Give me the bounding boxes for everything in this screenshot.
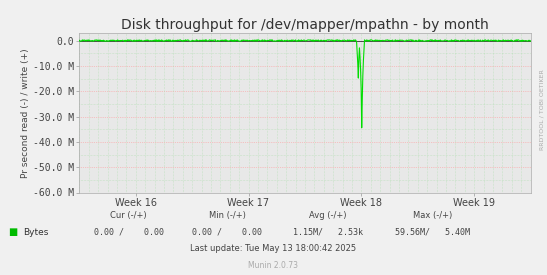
Text: Munin 2.0.73: Munin 2.0.73 bbox=[248, 261, 299, 270]
Text: 0.00 /    0.00: 0.00 / 0.00 bbox=[192, 228, 262, 237]
Text: 1.15M/   2.53k: 1.15M/ 2.53k bbox=[293, 228, 363, 237]
Text: Cur (-/+): Cur (-/+) bbox=[110, 211, 147, 220]
Text: ■: ■ bbox=[8, 227, 18, 237]
Text: Min (-/+): Min (-/+) bbox=[208, 211, 246, 220]
Text: 59.56M/   5.40M: 59.56M/ 5.40M bbox=[394, 228, 470, 237]
Title: Disk throughput for /dev/mapper/mpathn - by month: Disk throughput for /dev/mapper/mpathn -… bbox=[121, 18, 489, 32]
Y-axis label: Pr second read (-) / write (+): Pr second read (-) / write (+) bbox=[21, 48, 30, 178]
Text: Max (-/+): Max (-/+) bbox=[412, 211, 452, 220]
Text: RRDTOOL / TOBI OETIKER: RRDTOOL / TOBI OETIKER bbox=[539, 70, 544, 150]
Text: Avg (-/+): Avg (-/+) bbox=[310, 211, 347, 220]
Text: 0.00 /    0.00: 0.00 / 0.00 bbox=[94, 228, 164, 237]
Text: Bytes: Bytes bbox=[23, 228, 48, 237]
Text: Last update: Tue May 13 18:00:42 2025: Last update: Tue May 13 18:00:42 2025 bbox=[190, 244, 357, 253]
